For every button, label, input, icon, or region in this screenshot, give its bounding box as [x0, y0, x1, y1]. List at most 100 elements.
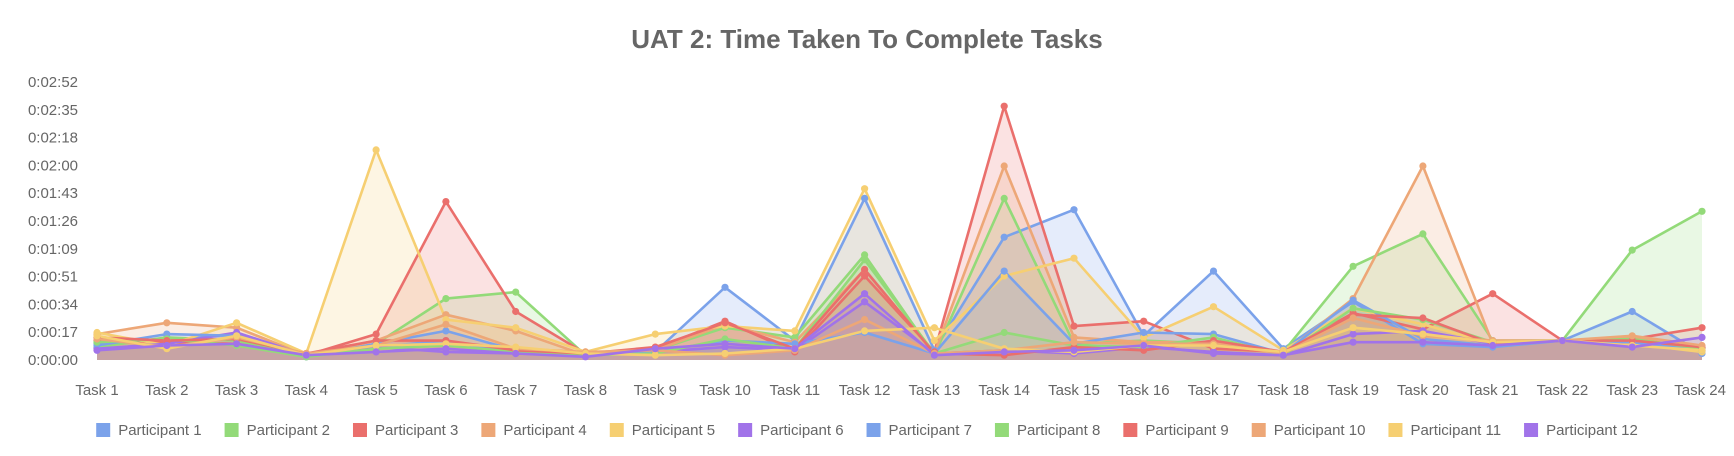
data-point[interactable] — [372, 348, 380, 356]
data-point[interactable] — [1628, 307, 1636, 316]
series-line-participant-11[interactable] — [96, 326, 1703, 357]
legend-item-participant-3[interactable]: Participant 3 — [352, 422, 458, 439]
series-line-participant-12[interactable] — [96, 292, 1703, 359]
data-point[interactable] — [1209, 303, 1218, 311]
series-line-participant-9[interactable] — [96, 268, 1703, 357]
data-point[interactable] — [93, 346, 101, 354]
data-point[interactable] — [1209, 341, 1218, 350]
data-point[interactable] — [791, 327, 799, 335]
data-point[interactable] — [651, 351, 659, 359]
data-point[interactable] — [512, 288, 520, 296]
data-point[interactable] — [930, 337, 939, 345]
data-point[interactable] — [1349, 338, 1357, 346]
data-point[interactable] — [1349, 314, 1357, 322]
data-point[interactable] — [1628, 343, 1636, 351]
data-point[interactable] — [861, 298, 869, 306]
data-point[interactable] — [512, 324, 520, 332]
data-point[interactable] — [721, 319, 729, 327]
data-point[interactable] — [233, 319, 241, 327]
data-point[interactable] — [581, 353, 590, 361]
data-point[interactable] — [1000, 267, 1008, 275]
data-point[interactable] — [1419, 338, 1427, 346]
data-point[interactable] — [1000, 162, 1008, 170]
legend-item-participant-1[interactable]: Participant 1 — [96, 422, 202, 439]
data-point[interactable] — [1070, 346, 1078, 354]
data-point[interactable] — [1000, 328, 1008, 337]
data-point[interactable] — [1000, 102, 1008, 110]
data-point[interactable] — [233, 332, 241, 340]
legend-item-participant-9[interactable]: Participant 9 — [1123, 422, 1229, 439]
data-point[interactable] — [163, 319, 171, 327]
data-point[interactable] — [512, 349, 520, 358]
data-point[interactable] — [1419, 314, 1427, 322]
data-point[interactable] — [1000, 233, 1008, 241]
data-point[interactable] — [1419, 330, 1427, 338]
data-point[interactable] — [1070, 338, 1078, 346]
data-point[interactable] — [1558, 337, 1566, 345]
data-point[interactable] — [861, 272, 869, 280]
data-point[interactable] — [1349, 296, 1357, 304]
data-point[interactable] — [1209, 267, 1218, 275]
legend-item-participant-6[interactable]: Participant 6 — [738, 422, 844, 439]
data-point[interactable] — [1489, 341, 1497, 350]
data-point[interactable] — [442, 327, 450, 335]
data-point[interactable] — [1140, 317, 1148, 325]
data-point[interactable] — [1349, 324, 1357, 332]
data-point[interactable] — [651, 345, 659, 353]
data-point[interactable] — [930, 351, 939, 359]
data-point[interactable] — [1419, 230, 1427, 238]
data-point[interactable] — [1140, 328, 1148, 337]
data-point[interactable] — [721, 283, 729, 291]
data-point[interactable] — [930, 324, 939, 332]
data-point[interactable] — [861, 194, 869, 202]
data-point[interactable] — [1209, 349, 1218, 358]
data-point[interactable] — [1489, 290, 1497, 298]
data-point[interactable] — [1070, 322, 1078, 330]
data-point[interactable] — [721, 349, 729, 358]
data-point[interactable] — [1000, 348, 1008, 356]
data-point[interactable] — [861, 265, 869, 274]
legend-item-participant-4[interactable]: Participant 4 — [481, 422, 587, 439]
data-point[interactable] — [1628, 332, 1636, 340]
data-point[interactable] — [1000, 194, 1008, 202]
data-point[interactable] — [1419, 162, 1427, 170]
data-point[interactable] — [1349, 262, 1357, 270]
data-point[interactable] — [512, 343, 520, 351]
data-point[interactable] — [233, 340, 241, 348]
series-line-participant-6[interactable] — [96, 300, 1703, 357]
data-point[interactable] — [1279, 351, 1287, 359]
data-point[interactable] — [861, 327, 869, 335]
legend-item-participant-7[interactable]: Participant 7 — [866, 422, 972, 439]
data-point[interactable] — [1698, 207, 1706, 215]
data-point[interactable] — [1349, 330, 1357, 338]
data-point[interactable] — [93, 332, 101, 340]
data-point[interactable] — [372, 330, 380, 338]
data-point[interactable] — [861, 290, 869, 298]
data-point[interactable] — [163, 341, 171, 350]
data-point[interactable] — [1628, 246, 1636, 254]
data-point[interactable] — [721, 340, 729, 348]
data-point[interactable] — [442, 295, 450, 303]
data-point[interactable] — [861, 256, 869, 264]
data-point[interactable] — [651, 330, 659, 338]
legend-item-participant-11[interactable]: Participant 11 — [1388, 422, 1501, 439]
data-point[interactable] — [791, 345, 799, 353]
data-point[interactable] — [1698, 324, 1706, 332]
data-point[interactable] — [861, 185, 869, 193]
data-point[interactable] — [861, 316, 869, 324]
data-point[interactable] — [1698, 333, 1706, 341]
data-point[interactable] — [372, 341, 380, 350]
legend-item-participant-10[interactable]: Participant 10 — [1251, 422, 1366, 439]
data-point[interactable] — [1349, 304, 1357, 312]
legend-item-participant-12[interactable]: Participant 12 — [1524, 422, 1638, 439]
data-point[interactable] — [1140, 341, 1148, 350]
data-point[interactable] — [1698, 346, 1706, 354]
legend-item-participant-5[interactable]: Participant 5 — [609, 422, 715, 439]
data-point[interactable] — [442, 345, 450, 353]
data-point[interactable] — [372, 146, 380, 154]
data-point[interactable] — [442, 320, 450, 328]
data-point[interactable] — [1070, 206, 1078, 214]
data-point[interactable] — [442, 198, 450, 206]
data-point[interactable] — [512, 307, 520, 316]
data-point[interactable] — [1070, 254, 1078, 262]
